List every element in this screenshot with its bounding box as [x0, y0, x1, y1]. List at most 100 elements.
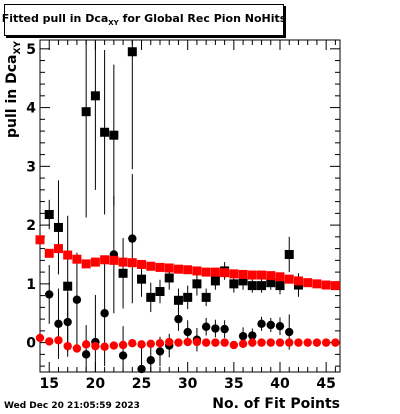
y-axis-label-subscript: XY: [12, 41, 23, 55]
data-point-circle: [35, 333, 45, 343]
data-point-circle: [128, 234, 137, 243]
chart-title: Fitted pull in DcaXY for Global Rec Pion…: [2, 12, 287, 27]
data-point-circle: [63, 341, 72, 351]
data-point-square: [275, 272, 285, 282]
data-point-square: [229, 269, 239, 279]
data-point-square: [63, 250, 73, 260]
data-point-circle: [285, 327, 294, 337]
data-point-circle: [312, 338, 322, 347]
data-point-circle: [229, 340, 239, 350]
data-point-circle: [285, 338, 294, 347]
data-point-square: [146, 292, 156, 302]
data-point-circle: [100, 342, 109, 351]
data-point-circle: [72, 344, 82, 353]
data-point-square: [238, 276, 248, 286]
data-point-circle: [275, 338, 285, 347]
data-point-circle: [146, 356, 155, 365]
x-tick-label: 35: [224, 376, 243, 392]
data-point-square: [229, 279, 239, 289]
chart-title-subscript: XY: [108, 19, 119, 28]
data-point-square: [155, 286, 165, 296]
data-point-circle: [183, 327, 192, 337]
data-point-square: [303, 278, 313, 288]
data-point-square: [183, 265, 193, 275]
data-point-circle: [211, 324, 220, 333]
data-point-circle: [155, 339, 165, 348]
data-point-circle: [45, 337, 54, 346]
data-point-square: [210, 267, 220, 277]
data-point-circle: [303, 338, 312, 347]
data-point-circle: [248, 338, 257, 347]
data-point-circle: [257, 319, 266, 329]
y-axis-label: pull in DcaXY: [4, 41, 23, 138]
data-point-circle: [220, 338, 229, 347]
data-point-square: [90, 257, 100, 267]
data-point-circle: [54, 336, 63, 345]
data-point-square: [137, 274, 147, 284]
data-point-square: [266, 271, 276, 281]
data-point-square: [201, 292, 211, 302]
x-tick-label: 45: [316, 376, 335, 392]
data-point-square: [44, 248, 54, 258]
data-point-square: [109, 130, 119, 140]
y-axis-label-main: pull in Dca: [4, 54, 20, 138]
data-point-square: [164, 263, 174, 273]
data-point-circle: [128, 339, 137, 348]
data-point-circle: [81, 350, 91, 359]
data-point-square: [100, 127, 110, 137]
data-point-square: [63, 281, 73, 291]
x-tick-label: 20: [86, 376, 106, 392]
data-point-square: [238, 269, 248, 279]
data-point-square: [192, 266, 202, 276]
data-point-square: [312, 279, 322, 289]
data-point-square: [72, 254, 82, 264]
data-point-circle: [257, 338, 266, 347]
data-point-square: [275, 281, 285, 291]
data-point-square: [137, 259, 147, 269]
data-point-square: [247, 270, 257, 280]
chart-title-rest: for Global Rec Pion NoHits: [118, 12, 287, 26]
data-point-square: [201, 267, 211, 277]
data-point-square: [173, 264, 183, 274]
data-point-circle: [109, 341, 119, 350]
data-point-circle: [266, 320, 275, 330]
data-point-circle: [91, 341, 100, 351]
data-point-circle: [238, 331, 248, 341]
axis-ticks: [39, 40, 340, 372]
data-point-circle: [100, 309, 109, 318]
y-tick-label: 0: [26, 336, 36, 352]
chart-title-main: Fitted pull in Dca: [1, 12, 109, 26]
data-point-square: [90, 91, 100, 101]
data-point-square: [247, 281, 257, 291]
data-point-square: [173, 295, 183, 305]
data-point-square: [118, 257, 128, 267]
chart-title-box: Fitted pull in DcaXY for Global Rec Pion…: [2, 4, 287, 36]
data-point-square: [109, 255, 119, 265]
data-markers: [35, 47, 340, 374]
data-point-circle: [146, 339, 155, 348]
data-point-circle: [165, 337, 174, 347]
data-point-square: [266, 278, 276, 288]
data-point-square: [53, 222, 63, 232]
data-point-circle: [81, 340, 91, 349]
data-point-circle: [331, 338, 340, 347]
data-point-circle: [54, 319, 63, 329]
y-tick-label: 2: [26, 218, 36, 234]
data-point-circle: [220, 324, 229, 334]
data-point-square: [53, 244, 63, 254]
data-point-circle: [294, 338, 303, 347]
data-point-circle: [266, 338, 275, 347]
data-point-square: [257, 270, 267, 280]
data-point-square: [35, 235, 45, 245]
x-tick-label: 30: [178, 376, 198, 392]
data-point-square: [293, 276, 303, 286]
y-tick-label: 3: [26, 159, 36, 175]
data-point-circle: [155, 347, 165, 356]
data-point-circle: [137, 340, 146, 349]
x-tick-label: 40: [270, 376, 290, 392]
data-point-square: [155, 262, 165, 272]
data-point-square: [284, 249, 294, 259]
data-point-circle: [201, 338, 211, 347]
data-point-circle: [174, 338, 183, 347]
